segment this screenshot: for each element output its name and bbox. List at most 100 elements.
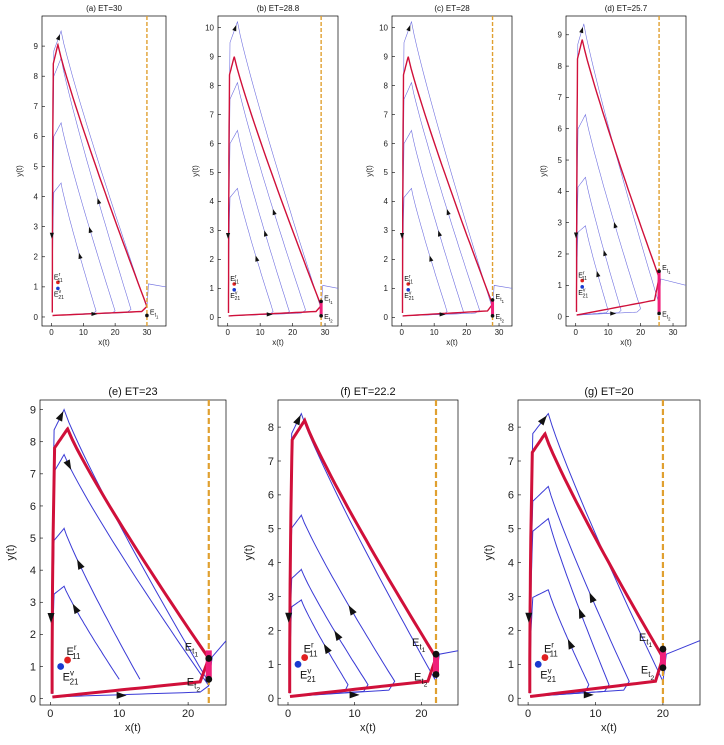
y-axis-label: y(t) bbox=[15, 165, 24, 177]
left-flow-arrow bbox=[49, 232, 54, 239]
plot-frame bbox=[391, 15, 513, 327]
y-tick-label: 7 bbox=[30, 469, 36, 481]
panel-title: (d) ET=25.7 bbox=[605, 4, 648, 13]
x-tick-label: 10 bbox=[589, 708, 601, 720]
equilibrium-E^v_21 bbox=[406, 287, 411, 292]
trajectory-arrow bbox=[429, 255, 434, 262]
equilibrium-E^v_21 bbox=[232, 287, 237, 292]
label-et1: Et1 bbox=[662, 265, 671, 275]
label-et2: Et2 bbox=[641, 665, 655, 682]
plot-area bbox=[399, 16, 512, 326]
trajectory-4 bbox=[529, 589, 590, 697]
y-tick-label: 1 bbox=[558, 281, 563, 290]
trajectory-arrow bbox=[437, 230, 443, 237]
plot-frame bbox=[41, 15, 167, 327]
equilibrium-E_t2 bbox=[657, 311, 661, 316]
trajectory-1 bbox=[402, 20, 512, 313]
y-axis-label: y(t) bbox=[483, 545, 495, 561]
limit-cycle bbox=[51, 42, 148, 317]
trajectory-arrow bbox=[406, 25, 411, 32]
equilibrium-E^r_11 bbox=[541, 654, 549, 661]
x-tick-label: 20 bbox=[415, 708, 427, 720]
label-er11: Er 11 bbox=[578, 270, 587, 282]
trajectory-3 bbox=[228, 129, 290, 317]
plot-area bbox=[525, 400, 700, 705]
label-er11: Er 11 bbox=[404, 274, 413, 286]
trajectory-arrow bbox=[537, 415, 547, 426]
label-ev21: Ev 21 bbox=[54, 289, 64, 301]
plot-frame bbox=[517, 399, 701, 706]
trajectory-arrow bbox=[579, 26, 584, 34]
x-tick-label: 0 bbox=[574, 328, 579, 337]
trajectory-arrow bbox=[567, 639, 576, 650]
trajectory-arrow bbox=[55, 411, 64, 422]
plot-frame bbox=[217, 15, 339, 327]
y-tick-label: 1 bbox=[30, 661, 36, 673]
panel-g: (g) ET=20 0 10 20 0 1 2 3 4 5 6 7 8 x(t) y(t) Er 11 Ev 21 E… bbox=[483, 386, 701, 734]
x-tick-label: 0 bbox=[47, 708, 53, 720]
label-ev21: Ev 21 bbox=[300, 666, 316, 684]
label-ev21: Ev 21 bbox=[63, 669, 79, 687]
panel-title: (b) ET=28.8 bbox=[257, 4, 300, 13]
panel-b: (b) ET=28.8 0 10 20 30 0 1 2 3 4 5 6 7 8 9 10 x(t) y(t) Er… bbox=[191, 4, 339, 347]
y-tick-label: 0 bbox=[384, 313, 389, 322]
x-tick-label: 0 bbox=[285, 708, 291, 720]
y-tick-label: 9 bbox=[210, 52, 215, 61]
equilibrium-E_t1 bbox=[205, 655, 213, 662]
x-tick-label: 30 bbox=[142, 328, 151, 337]
panel-title: (c) ET=28 bbox=[434, 4, 470, 13]
y-tick-label: 8 bbox=[268, 422, 274, 434]
panel-e: (e) ET=23 0 10 20 0 1 2 3 4 5 6 7 8 9 x(t) y(t) Er 11 Ev 21… bbox=[5, 386, 227, 734]
y-tick-label: 6 bbox=[268, 490, 274, 502]
plot-frame bbox=[277, 399, 459, 706]
y-tick-label: 6 bbox=[34, 132, 39, 141]
y-tick-label: 4 bbox=[34, 192, 39, 201]
label-et1: Et1 bbox=[150, 309, 159, 319]
trajectory-arrow bbox=[589, 592, 597, 604]
x-tick-label: 0 bbox=[400, 328, 405, 337]
y-tick-label: 5 bbox=[210, 168, 215, 177]
y-tick-label: 7 bbox=[384, 110, 389, 119]
equilibrium-E^v_21 bbox=[534, 660, 542, 668]
x-axis-label: x(t) bbox=[620, 338, 632, 347]
panel-title: (g) ET=20 bbox=[584, 386, 633, 398]
y-axis-label: y(t) bbox=[539, 165, 548, 177]
bottom-flow-arrow bbox=[583, 691, 594, 699]
y-tick-label: 0 bbox=[210, 313, 215, 322]
y-tick-label: 4 bbox=[210, 197, 215, 206]
x-axis-label: x(t) bbox=[272, 338, 284, 347]
label-et1: Et1 bbox=[185, 641, 199, 658]
equilibrium-E_t2 bbox=[659, 664, 667, 672]
x-tick-label: 10 bbox=[430, 328, 439, 337]
y-tick-label: 5 bbox=[384, 168, 389, 177]
x-tick-label: 30 bbox=[321, 328, 330, 337]
y-tick-label: 5 bbox=[268, 524, 274, 536]
plot-frame bbox=[39, 399, 227, 706]
y-tick-label: 0 bbox=[558, 312, 563, 321]
equilibrium-E^v_21 bbox=[580, 285, 585, 289]
x-tick-label: 20 bbox=[657, 708, 669, 720]
trajectory-arrow bbox=[77, 559, 85, 570]
equilibrium-E_t2 bbox=[432, 671, 440, 678]
limit-cycle bbox=[50, 426, 211, 699]
left-flow-arrow bbox=[47, 612, 55, 623]
equilibrium-E^r_11 bbox=[301, 654, 309, 661]
equilibrium-E^v_21 bbox=[56, 286, 60, 291]
panel-c: (c) ET=28 0 10 20 30 0 1 2 3 4 5 6 7 8 9 10 x(t) y(t) Er 11… bbox=[365, 4, 513, 347]
equilibrium-E^r_11 bbox=[64, 656, 71, 664]
x-tick-label: 20 bbox=[111, 328, 120, 337]
equilibrium-E^v_21 bbox=[57, 663, 65, 670]
y-tick-label: 8 bbox=[558, 62, 563, 71]
trajectory-4 bbox=[576, 225, 609, 316]
label-er11: Er 11 bbox=[230, 274, 239, 286]
trajectory-arrow bbox=[63, 459, 72, 470]
panel-a: (a) ET=30 0 10 20 30 0 1 2 3 4 5 6 7 8 9 x(t) y(t) Er 11 Ev… bbox=[15, 4, 167, 347]
y-tick-label: 9 bbox=[558, 31, 563, 40]
y-tick-label: 7 bbox=[508, 456, 514, 468]
y-tick-label: 0 bbox=[268, 693, 274, 705]
label-er11: Er 11 bbox=[67, 643, 81, 661]
y-tick-label: 8 bbox=[34, 72, 39, 81]
x-axis-label: x(t) bbox=[360, 722, 376, 734]
trajectory-arrow bbox=[88, 226, 93, 234]
